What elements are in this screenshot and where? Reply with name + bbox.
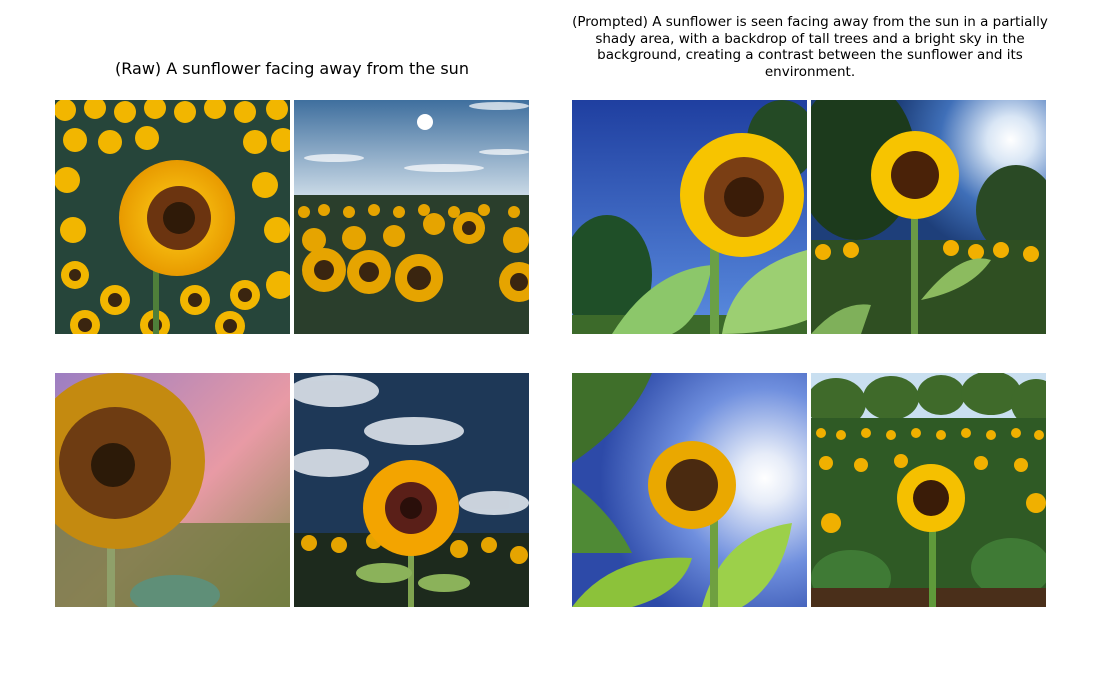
raw-image-2 (294, 100, 529, 334)
prompted-panel-title: (Prompted) A sunflower is seen facing aw… (572, 14, 1048, 80)
prompted-image-1 (572, 100, 807, 334)
prompted-image-3 (572, 373, 807, 607)
raw-image-4 (294, 373, 529, 607)
raw-image-3 (55, 373, 290, 607)
raw-panel-title: (Raw) A sunflower facing away from the s… (115, 59, 469, 78)
raw-image-1 (55, 100, 290, 334)
prompted-image-2 (811, 100, 1046, 334)
prompted-image-4 (811, 373, 1046, 607)
